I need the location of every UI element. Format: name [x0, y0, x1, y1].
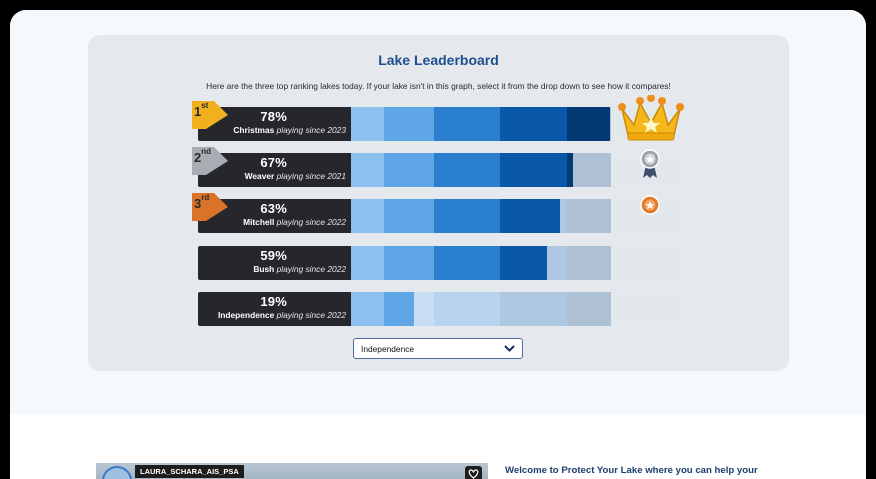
rank-number: 2	[194, 150, 202, 165]
lake-since: playing since 2023	[276, 125, 346, 135]
heart-icon[interactable]	[465, 466, 482, 479]
lake-label: 63% Mitchell playing since 2022	[198, 199, 351, 233]
leaderboard-description: Here are the three top ranking lakes tod…	[206, 81, 671, 91]
score-bar-segment	[567, 107, 611, 141]
score-bar-remainder	[573, 153, 683, 187]
screen: Lake Leaderboard Here are the three top …	[10, 10, 866, 479]
score-bar-segment	[434, 199, 500, 233]
lake-name: Weaver	[244, 171, 275, 181]
score-bar-segment	[351, 292, 384, 326]
rank-badge: 1st	[192, 101, 228, 129]
video-thumbnail[interactable]: LAURA_SCHARA_AIS_PSA	[96, 463, 488, 479]
lake-name-line: Mitchell playing since 2022	[243, 217, 346, 227]
crown-icon	[616, 94, 686, 146]
rank-number: 3	[194, 196, 202, 211]
rank-number: 1	[194, 104, 202, 119]
leaderboard-row: 67% Weaver playing since 2021 2nd	[192, 147, 683, 187]
leaderboard-row: 59% Bush playing since 2022	[198, 246, 683, 280]
lake-name-line: Weaver playing since 2021	[245, 171, 346, 181]
score-bar-segment	[384, 153, 434, 187]
lake-label: 19% Independence playing since 2022	[198, 292, 351, 326]
lake-name-line: Independence playing since 2022	[218, 310, 346, 320]
lake-name: Independence	[217, 310, 275, 320]
score-bar-remainder	[547, 246, 683, 280]
rank-suffix: nd	[201, 147, 212, 156]
lake-since: playing since 2022	[276, 310, 346, 320]
lake-name: Christmas	[233, 125, 275, 135]
lake-percent: 78%	[260, 109, 287, 124]
score-bar-segment	[384, 199, 434, 233]
leaderboard-title: Lake Leaderboard	[378, 52, 499, 68]
bronze-medal-icon	[638, 195, 662, 230]
score-bar-segment	[384, 107, 434, 141]
rank-suffix: rd	[201, 193, 210, 202]
score-bar-segment	[434, 246, 500, 280]
score-bar-segment	[351, 107, 384, 141]
silver-medal-icon	[638, 149, 662, 184]
lake-percent: 59%	[260, 248, 287, 263]
lake-name: Bush	[253, 264, 275, 274]
rank-badge: 2nd	[192, 147, 228, 175]
video-channel-tag: LAURA_SCHARA_AIS_PSA	[135, 465, 244, 478]
score-bar-remainder	[414, 292, 683, 326]
lake-label: 59% Bush playing since 2022	[198, 246, 351, 280]
score-bar-remainder	[560, 199, 683, 233]
leaderboard-row: 78% Christmas playing since 2023 1st	[192, 94, 684, 141]
lake-percent: 19%	[260, 294, 287, 309]
leaderboard-panel: Lake Leaderboard Here are the three top …	[88, 35, 789, 371]
score-bar-segment	[384, 246, 434, 280]
leaderboard-row: 19% Independence playing since 2022	[198, 292, 683, 326]
score-bar-segment	[500, 153, 567, 187]
lake-percent: 63%	[260, 201, 287, 216]
lake-since: playing since 2021	[276, 171, 346, 181]
score-bar-segment	[434, 153, 500, 187]
lake-select-value: Independence	[361, 344, 415, 354]
score-bar-segment	[351, 199, 384, 233]
lake-percent: 67%	[260, 155, 287, 170]
score-bar-segment	[500, 199, 567, 233]
lake-name-line: Christmas playing since 2023	[233, 125, 346, 135]
leaderboard-row: 63% Mitchell playing since 2022 3rd	[192, 193, 683, 233]
lake-name-line: Bush playing since 2022	[253, 264, 346, 274]
rank-badge: 3rd	[192, 193, 228, 221]
score-bar-segment	[351, 153, 384, 187]
score-bar-segment	[434, 107, 500, 141]
leaderboard-section: Lake Leaderboard Here are the three top …	[10, 10, 866, 414]
lake-since: playing since 2022	[276, 217, 346, 227]
lake-name: Mitchell	[243, 217, 275, 227]
welcome-section: LAURA_SCHARA_AIS_PSA Welcome to Protect …	[10, 414, 866, 479]
score-bar-segment	[351, 246, 384, 280]
lake-since: playing since 2022	[276, 264, 346, 274]
score-bar-segment	[500, 107, 567, 141]
welcome-heading: Welcome to Protect Your Lake where you c…	[505, 465, 758, 476]
chevron-down-icon	[504, 345, 515, 352]
lake-select-dropdown[interactable]: Independence	[353, 338, 523, 359]
rank-suffix: st	[201, 101, 209, 110]
